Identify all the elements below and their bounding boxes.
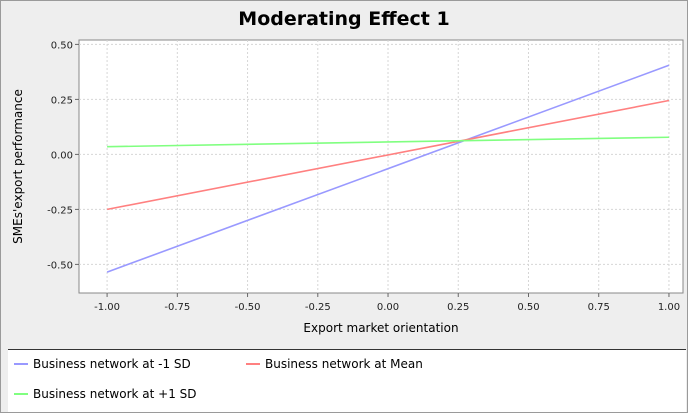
plot-area (78, 39, 684, 294)
chart-plot: -1.00 -0.75 -0.50 -0.25 0.00 0.25 0.50 0.75 1.00… (11, 39, 684, 335)
x-tick-label: -1.00 (94, 302, 120, 313)
x-tick-label: -0.25 (305, 302, 331, 313)
legend-item-mean: Business network at Mean (246, 354, 423, 374)
x-tick-label: 1.00 (658, 302, 680, 313)
legend-label: Business network at +1 SD (33, 387, 197, 401)
legend-item-minus-1sd: Business network at -1 SD (14, 354, 191, 374)
y-axis-label: SMEs'export performance (11, 89, 25, 244)
legend-item-plus-1sd: Business network at +1 SD (14, 384, 197, 404)
legend: Business network at -1 SD Business netwo… (8, 349, 686, 412)
y-tick-label: 0.50 (51, 40, 73, 51)
x-tick-label: 0.00 (377, 302, 399, 313)
grid-lines (79, 40, 683, 293)
x-tick-label: 0.25 (447, 302, 469, 313)
y-axis-ticks: 0.50 0.25 0.00 -0.25 -0.50 (47, 40, 79, 271)
series-line-1 (106, 99, 670, 211)
legend-swatch (246, 363, 260, 365)
legend-label: Business network at Mean (265, 357, 423, 371)
y-tick-label: -0.50 (47, 260, 73, 271)
y-tick-label: -0.25 (47, 205, 73, 216)
x-tick-label: 0.50 (517, 302, 539, 313)
x-tick-label: 0.75 (588, 302, 610, 313)
series-line-0 (106, 64, 670, 273)
legend-swatch (14, 363, 28, 365)
y-tick-label: 0.25 (51, 95, 73, 106)
legend-label: Business network at -1 SD (33, 357, 191, 371)
series-lines (106, 64, 670, 273)
x-axis-ticks: -1.00 -0.75 -0.50 -0.25 0.00 0.25 0.50 0.75 1.00 (94, 293, 680, 313)
x-tick-label: -0.75 (164, 302, 190, 313)
legend-swatch (14, 393, 28, 395)
x-axis-label: Export market orientation (303, 321, 458, 335)
series-line-2 (107, 136, 669, 148)
x-tick-label: -0.50 (235, 302, 261, 313)
y-tick-label: 0.00 (51, 150, 73, 161)
chart-title: Moderating Effect 1 (238, 8, 450, 30)
